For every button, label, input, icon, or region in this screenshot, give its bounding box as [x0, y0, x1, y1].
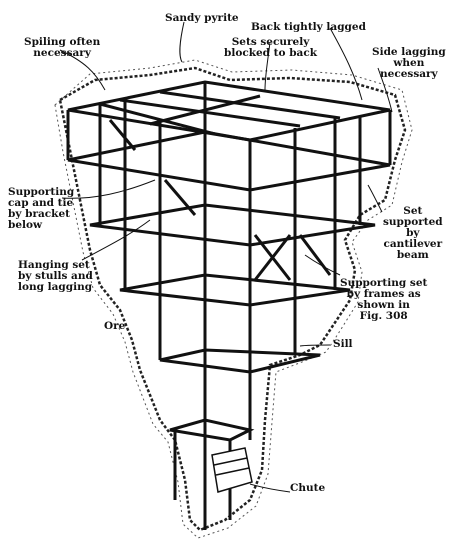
brace: [253, 234, 292, 281]
label-sandy-pyrite: Sandy pyrite: [165, 12, 239, 24]
label-supporting-set: Supporting set by frames as shown in Fig…: [340, 277, 428, 322]
brace: [163, 179, 197, 216]
level-2-outline: [67, 130, 391, 192]
level-5-outline: [159, 348, 321, 374]
label-sets-blocked: Sets securely blocked to back: [224, 36, 318, 59]
label-back-lagged: Back tightly lagged: [251, 21, 366, 33]
label-hanging-set: Hanging set by stulls and long lagging: [18, 259, 93, 293]
label-sill: Sill: [333, 338, 353, 350]
label-side-lagging: Side lagging when necessary: [372, 46, 446, 80]
leader-lines: [59, 21, 393, 493]
label-supporting-cap: Supporting cap and tie by bracket below: [8, 186, 75, 231]
brace: [298, 234, 332, 276]
timber-frame: [66, 80, 392, 530]
top-beam: [159, 90, 341, 120]
label-ore: Ore: [104, 320, 126, 332]
ore-wall-texture: [54, 59, 413, 539]
top-beam: [119, 98, 301, 128]
top-level-outline: [67, 80, 391, 142]
label-chute: Chute: [290, 482, 326, 494]
brace: [108, 119, 137, 151]
label-set-supported: Set supported by cantilever beam: [383, 205, 443, 261]
label-spiling: Spiling often necessary: [24, 36, 101, 59]
level-6-outline: [169, 418, 255, 442]
level-4-outline: [119, 273, 351, 307]
top-beam: [99, 102, 216, 136]
level-3-outline: [89, 203, 376, 247]
chute: [211, 447, 253, 493]
ore-wall-outline: [58, 66, 407, 532]
